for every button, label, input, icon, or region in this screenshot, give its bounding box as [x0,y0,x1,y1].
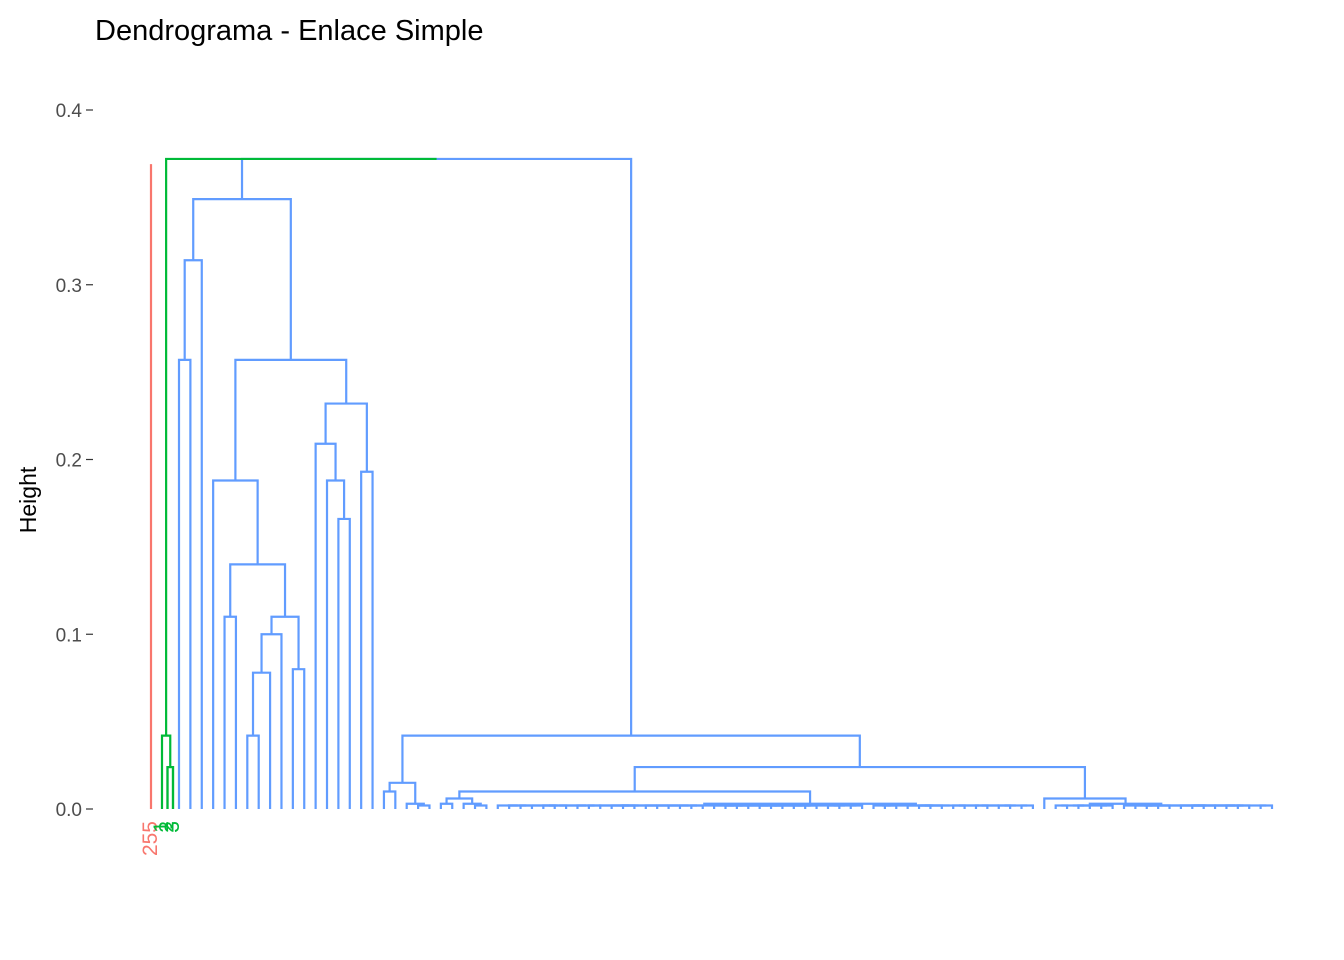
dendrogram-branch [804,804,818,809]
dendrogram-branch [177,358,192,809]
dendrogram-branch [735,804,750,809]
dendrogram-branch [621,804,636,809]
dendrogram-branch [445,797,474,804]
dendrogram-branch [690,804,704,809]
dendrogram-branch [439,802,454,809]
chart-title: Dendrograma - Enlace Simple [95,15,483,47]
dendrogram-branch [324,402,368,472]
dendrogram-branch [291,668,306,809]
dendrogram-branch [519,804,534,809]
dendrogram-branch [1043,797,1127,809]
dendrogram-branch [974,804,989,809]
dendrogram-branch [270,615,300,670]
dendrogram-branch [337,517,351,809]
dendrogram-branch [240,157,633,736]
y-axis: 0.0 0.1 0.2 0.3 0.4 [56,101,93,821]
dendrogram-branch [229,563,287,617]
y-tick-label: 0.0 [56,800,82,821]
y-tick-label: 0.3 [56,276,82,297]
dendrogram-branch [360,470,374,809]
dendrogram-branch [251,671,272,809]
y-tick-label: 0.1 [56,625,82,646]
dendrogram-branch [769,804,784,809]
dendrogram-branch [234,358,348,481]
dendrogram-branch [1191,804,1205,809]
dendrogram-branch [223,615,238,809]
dendrogram-branch [587,804,602,809]
dendrogram-branch [826,804,841,809]
dendrogram-branch [917,804,932,809]
dendrogram-branch [192,198,292,360]
dendrogram-branch [473,804,488,809]
dendrogram-branch [1077,804,1091,809]
dendrogram-branch [260,633,283,809]
leaf-label: 255 [139,821,162,856]
dendrogram-branch [952,804,966,809]
dendrogram-branch [633,765,1087,799]
dendrogram-branch [1100,804,1114,809]
y-tick-label: 0.4 [56,101,83,122]
leaf-label: 1 [150,821,173,833]
dendrogram-branch [165,157,437,736]
dendrogram-tree [151,157,1274,809]
dendrogram-branch [416,804,431,809]
dendrogram-branch [382,790,397,809]
dendrogram-branch [212,479,259,809]
y-axis-label: Height [15,466,41,533]
dendrogram-branch [1236,804,1251,809]
dendrogram-branch [401,734,861,783]
dendrogram-branch [166,765,175,809]
dendrogram-branch [883,804,898,809]
leaf-label: 2 [156,821,179,833]
dendrogram-branch [458,790,812,804]
dendrogram-branch [997,804,1012,809]
dendrogram-branch [849,804,864,809]
dendrogram-branch [1145,804,1160,809]
dendrogram-branch [1020,804,1035,809]
dendrogram-branch [160,734,172,809]
leaf-label: 3 [161,821,184,833]
dendrogram-branch [246,734,260,809]
dendrogram-branch [542,804,556,809]
y-tick-label: 0.2 [56,451,82,472]
dendrogram-branch [183,259,203,809]
dendrogram-branch [388,781,417,804]
dendrogram-branch [1259,804,1274,809]
dendrogram-branch [1054,804,1069,809]
dendrogram-branch [314,442,337,809]
dendrogram-branch [325,479,346,809]
